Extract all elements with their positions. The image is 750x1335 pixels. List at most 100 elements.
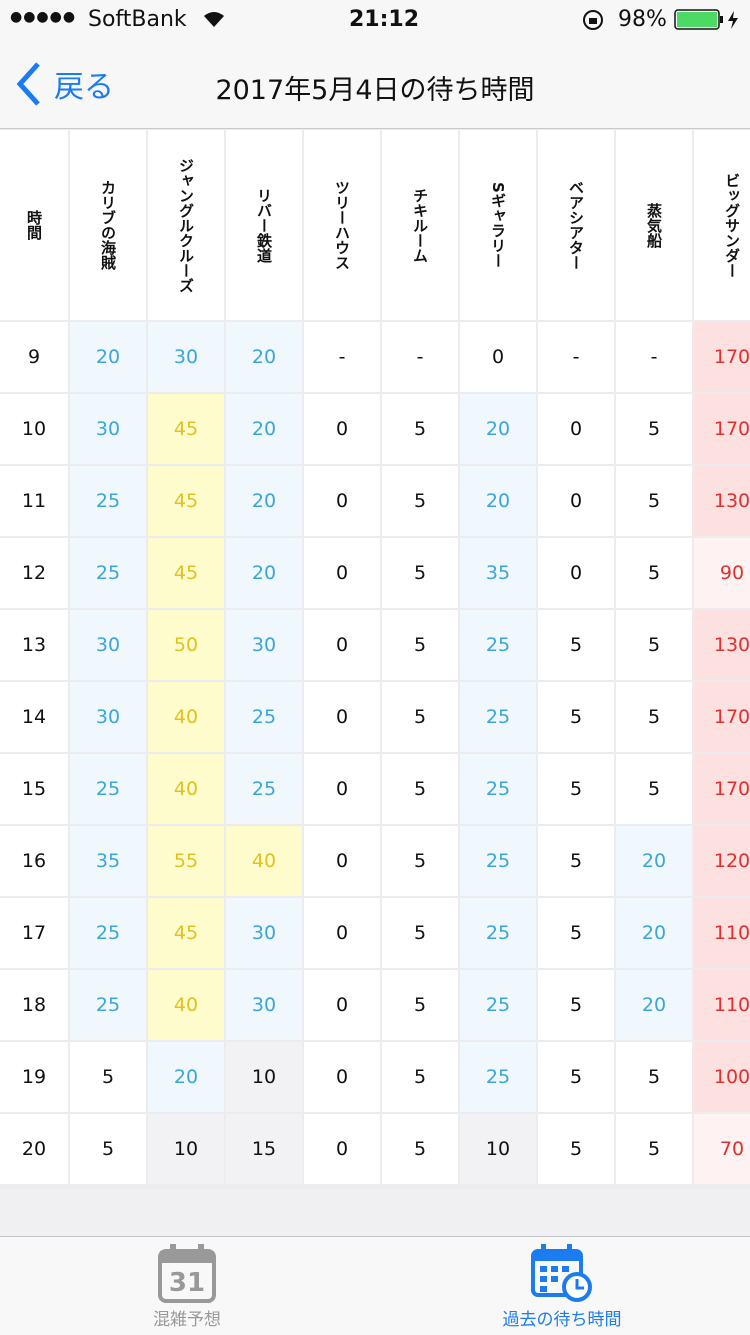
- battery-percent: 98%: [618, 7, 667, 32]
- wait-cell: 25: [70, 898, 146, 968]
- wait-cell: 10: [148, 1114, 224, 1184]
- wait-cell: 25: [70, 538, 146, 608]
- attraction-header: ビッグサンダー: [694, 130, 750, 320]
- time-cell: 19: [0, 1042, 68, 1112]
- wait-cell: 5: [382, 394, 458, 464]
- wait-cell: 25: [226, 754, 302, 824]
- attraction-header: ジャングルクルーズ: [148, 130, 224, 320]
- wait-cell: 0: [460, 322, 536, 392]
- header-text: 時間: [25, 210, 43, 240]
- attraction-header: リバー鉄道: [226, 130, 302, 320]
- time-cell: 15: [0, 754, 68, 824]
- wait-cell: 5: [382, 538, 458, 608]
- calendar-icon: 31: [158, 1244, 216, 1303]
- wait-cell: 170: [694, 322, 750, 392]
- wait-cell: 0: [538, 394, 614, 464]
- time-cell: 16: [0, 826, 68, 896]
- wait-cell: 0: [304, 682, 380, 752]
- nav-title: 2017年5月4日の待ち時間: [215, 75, 535, 106]
- wait-cell: 5: [538, 754, 614, 824]
- tab-forecast[interactable]: 31 混雑予想: [120, 1243, 254, 1330]
- wait-cell: 30: [226, 610, 302, 680]
- wait-cell: 20: [460, 394, 536, 464]
- back-label[interactable]: 戻る: [54, 70, 114, 105]
- header-text: ツリーハウス: [333, 180, 351, 270]
- wait-cell: 70: [694, 1114, 750, 1184]
- wait-cell: 40: [226, 826, 302, 896]
- wait-cell: 20: [148, 1042, 224, 1112]
- wait-cell: 5: [616, 466, 692, 536]
- wait-cell: 50: [148, 610, 224, 680]
- wait-cell: 5: [538, 898, 614, 968]
- wait-cell: 45: [148, 538, 224, 608]
- wait-cell: 0: [304, 1114, 380, 1184]
- wait-cell: 10: [460, 1114, 536, 1184]
- tab-bar: 31 混雑予想 過去の待ち時間: [0, 1236, 750, 1335]
- time-cell: 13: [0, 610, 68, 680]
- calendar-day: 31: [169, 1268, 205, 1298]
- back-chevron: [16, 62, 40, 106]
- wait-cell: 5: [382, 826, 458, 896]
- tab-label[interactable]: 混雑予想: [153, 1310, 221, 1330]
- wait-cell: 0: [538, 538, 614, 608]
- wait-cell: 5: [70, 1042, 146, 1112]
- wait-cell: 5: [616, 1042, 692, 1112]
- wait-cell: 0: [304, 754, 380, 824]
- wait-cell: 170: [694, 682, 750, 752]
- header-text: Sギャラリー: [489, 182, 507, 268]
- attraction-header: カリブの海賊: [70, 130, 146, 320]
- clock: 21:12: [349, 7, 420, 32]
- wait-cell: 5: [382, 898, 458, 968]
- lock-icon: [583, 10, 603, 30]
- tab-label[interactable]: 過去の待ち時間: [502, 1310, 622, 1330]
- wait-cell: 120: [694, 826, 750, 896]
- wait-cell: 170: [694, 394, 750, 464]
- wait-cell: 30: [226, 898, 302, 968]
- wait-cell: -: [538, 322, 614, 392]
- wait-cell: 45: [148, 466, 224, 536]
- wait-cell: 20: [226, 394, 302, 464]
- wait-cell: 0: [304, 898, 380, 968]
- battery-icon: [674, 9, 738, 30]
- wait-cell: 25: [70, 466, 146, 536]
- wait-cell: 45: [148, 898, 224, 968]
- time-cell: 14: [0, 682, 68, 752]
- wait-cell: 25: [226, 682, 302, 752]
- back-button[interactable]: 戻る: [14, 62, 114, 106]
- wait-cell: 55: [148, 826, 224, 896]
- wait-cell: 20: [460, 466, 536, 536]
- wait-cell: 45: [148, 394, 224, 464]
- wait-cell: 30: [226, 970, 302, 1040]
- wait-cell: 30: [70, 682, 146, 752]
- tab-history[interactable]: 過去の待ち時間: [480, 1243, 644, 1330]
- header-text: ビッグサンダー: [723, 172, 741, 278]
- wait-cell: 100: [694, 1042, 750, 1112]
- time-cell: 17: [0, 898, 68, 968]
- wait-cell: 5: [538, 1042, 614, 1112]
- wait-cell: 5: [382, 970, 458, 1040]
- header-text: ベアシアター: [567, 180, 585, 270]
- wait-cell: 25: [70, 970, 146, 1040]
- signal: ●●●●●: [10, 9, 77, 25]
- nav-bar: 戻る 2017年5月4日の待ち時間: [0, 40, 750, 129]
- wait-cell: 110: [694, 970, 750, 1040]
- wait-cell: 25: [460, 898, 536, 968]
- wait-cell: 110: [694, 898, 750, 968]
- wait-cell: 20: [226, 466, 302, 536]
- wait-cell: 40: [148, 682, 224, 752]
- wait-cell: 25: [460, 826, 536, 896]
- wait-cell: 40: [148, 970, 224, 1040]
- calendar-clock-icon: [531, 1244, 592, 1302]
- wait-cell: 20: [616, 898, 692, 968]
- wait-cell: 25: [460, 1042, 536, 1112]
- time-header: 時間: [0, 130, 68, 320]
- time-cell: 18: [0, 970, 68, 1040]
- wait-cell: 5: [382, 466, 458, 536]
- wait-cell: 0: [304, 466, 380, 536]
- header-text: チキルーム: [411, 187, 429, 263]
- wait-cell: 5: [382, 610, 458, 680]
- wait-cell: 30: [70, 610, 146, 680]
- wait-cell: 90: [694, 538, 750, 608]
- wait-cell: 0: [304, 394, 380, 464]
